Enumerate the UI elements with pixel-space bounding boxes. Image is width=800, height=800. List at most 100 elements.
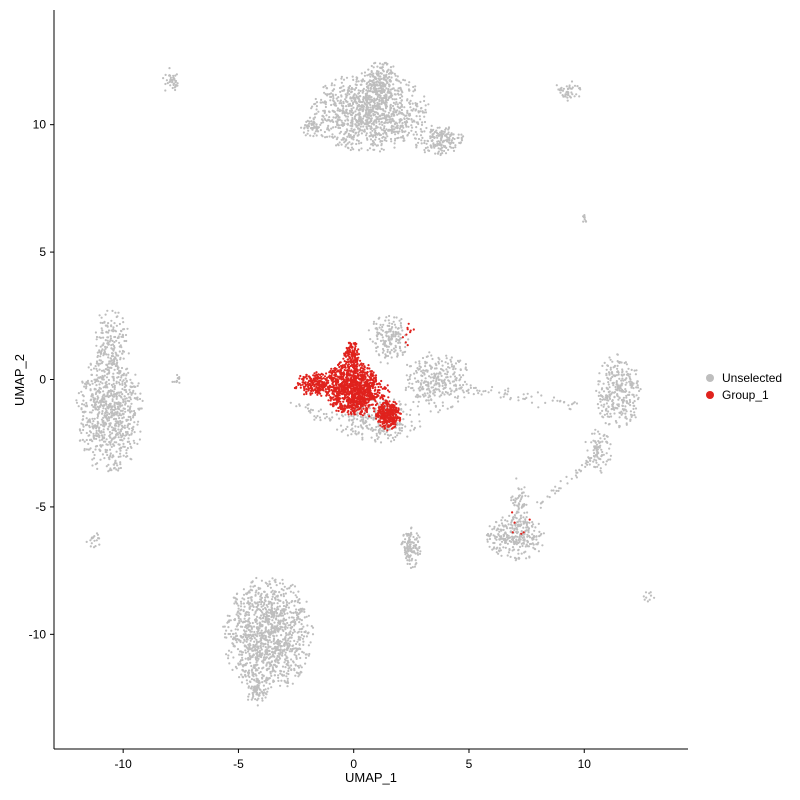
data-point	[624, 405, 627, 408]
data-point	[132, 416, 135, 419]
data-point	[276, 605, 279, 609]
data-point	[396, 105, 399, 108]
data-point	[350, 137, 353, 140]
data-point	[387, 88, 390, 91]
data-point	[284, 653, 287, 657]
data-point	[247, 620, 250, 623]
data-point	[427, 149, 430, 152]
data-point	[605, 407, 608, 410]
data-point	[271, 653, 274, 656]
data-point	[107, 322, 110, 325]
data-point	[629, 410, 633, 413]
data-point	[111, 414, 114, 417]
data-point	[303, 608, 306, 611]
data-point	[90, 411, 93, 414]
data-point	[79, 439, 82, 442]
data-point	[573, 95, 576, 98]
data-point	[88, 411, 92, 414]
data-point	[433, 384, 436, 387]
data-point	[597, 457, 600, 460]
data-point	[415, 369, 418, 373]
data-point	[405, 557, 408, 560]
data-point	[109, 424, 112, 427]
data-point	[498, 538, 501, 541]
data-point	[225, 653, 228, 656]
data-point	[129, 411, 132, 414]
data-point	[406, 534, 409, 537]
data-point	[452, 373, 455, 376]
data-point	[285, 634, 288, 637]
data-point	[242, 609, 245, 612]
data-point	[447, 131, 450, 134]
data-point	[130, 386, 133, 389]
data-point	[416, 551, 419, 555]
data-point	[262, 661, 265, 664]
data-point	[599, 412, 602, 415]
data-point	[379, 323, 382, 326]
data-point	[357, 103, 361, 106]
data-point	[500, 554, 503, 557]
data-point	[294, 610, 297, 614]
data-point	[421, 393, 424, 396]
data-point	[368, 112, 371, 115]
data-point	[449, 406, 453, 409]
data-point	[107, 341, 110, 344]
data-point	[435, 383, 438, 386]
data-point	[386, 135, 389, 138]
data-point	[117, 428, 120, 431]
data-point	[576, 85, 579, 88]
data-point	[593, 452, 596, 455]
data-point	[357, 96, 360, 99]
data-point	[398, 127, 401, 130]
data-point	[270, 604, 273, 607]
data-point	[513, 514, 517, 517]
data-point	[437, 150, 440, 153]
data-point	[404, 386, 408, 389]
data-point	[418, 367, 421, 371]
data-point	[382, 101, 385, 104]
data-point	[251, 673, 254, 677]
data-point	[264, 696, 267, 699]
data-point	[287, 624, 290, 627]
data-point	[273, 625, 277, 628]
data-point	[280, 640, 283, 643]
data-point	[109, 443, 112, 446]
data-point	[125, 368, 128, 371]
data-point	[238, 653, 241, 656]
data-point	[172, 74, 175, 77]
data-point	[77, 392, 80, 395]
data-point	[598, 372, 601, 375]
data-point	[599, 441, 602, 444]
data-point	[107, 463, 110, 466]
data-point	[275, 584, 278, 587]
data-point	[175, 73, 178, 76]
data-point	[620, 410, 623, 413]
data-point	[632, 401, 635, 404]
data-point	[621, 371, 624, 374]
data-point	[117, 311, 120, 314]
data-point	[91, 422, 94, 425]
data-point	[113, 406, 117, 409]
data-point	[372, 123, 376, 126]
data-point	[292, 591, 295, 594]
data-point	[347, 86, 350, 89]
data-point	[378, 150, 382, 153]
data-point	[94, 365, 97, 368]
data-point	[401, 130, 404, 134]
data-point	[260, 639, 263, 642]
data-point	[285, 663, 288, 666]
data-point	[128, 422, 131, 426]
data-point	[300, 666, 303, 669]
data-point	[423, 151, 426, 154]
data-point	[620, 361, 623, 364]
data-point	[108, 417, 111, 420]
data-point	[380, 87, 383, 90]
data-point	[601, 450, 604, 454]
data-point	[441, 133, 444, 136]
data-point	[397, 93, 400, 96]
data-point	[99, 380, 102, 384]
data-point	[86, 421, 89, 424]
data-point	[520, 496, 523, 499]
data-point	[118, 333, 121, 336]
data-point	[117, 335, 120, 338]
